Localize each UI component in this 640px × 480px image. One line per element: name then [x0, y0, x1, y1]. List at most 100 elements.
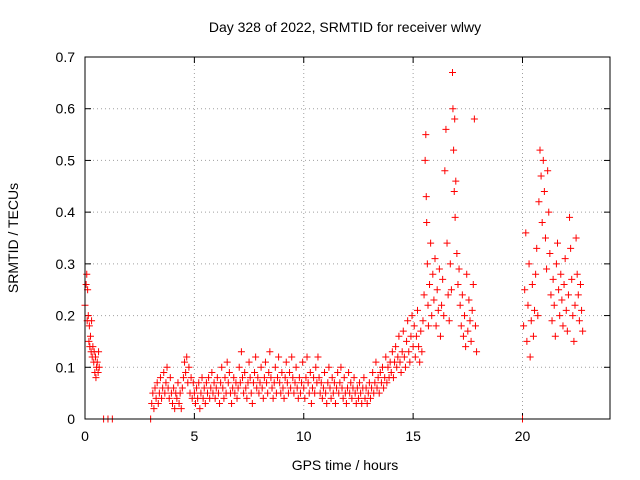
data-point — [560, 281, 568, 289]
data-point — [95, 348, 103, 356]
data-point — [166, 374, 174, 382]
data-point — [459, 332, 467, 340]
data-point — [469, 281, 477, 289]
data-point — [549, 275, 557, 283]
data-point — [412, 332, 420, 340]
data-point — [190, 389, 198, 397]
tick-layer: 0 0.1 0.2 0.3 0.4 0.5 0.6 0.7 0 5 10 15 20 — [56, 49, 610, 444]
data-point — [363, 399, 371, 407]
data-point — [372, 358, 380, 366]
data-point — [210, 379, 218, 387]
data-point — [579, 327, 587, 335]
data-point — [156, 374, 164, 382]
data-point — [264, 389, 272, 397]
data-point — [389, 374, 397, 382]
data-point — [569, 312, 577, 320]
data-point — [537, 172, 545, 180]
data-point — [224, 379, 232, 387]
data-point — [550, 301, 558, 309]
data-point — [562, 306, 570, 314]
data-point — [369, 368, 377, 376]
data-point — [263, 379, 271, 387]
data-point — [182, 368, 190, 376]
y-tick-label: 0 — [67, 411, 75, 427]
data-point — [212, 384, 220, 392]
data-point — [418, 348, 426, 356]
data-point — [571, 301, 579, 309]
x-tick-label: 5 — [190, 428, 198, 444]
data-point — [211, 394, 219, 402]
data-point — [202, 379, 210, 387]
data-point — [376, 368, 384, 376]
data-point — [286, 368, 294, 376]
data-point — [540, 187, 548, 195]
data-point — [401, 363, 409, 371]
data-point — [423, 260, 431, 268]
data-point — [93, 358, 101, 366]
data-point — [85, 337, 93, 345]
data-point — [235, 363, 243, 371]
data-point — [458, 291, 466, 299]
data-point — [254, 374, 262, 382]
data-point — [92, 374, 100, 382]
data-point — [525, 260, 533, 268]
data-point — [325, 363, 333, 371]
data-point — [356, 379, 364, 387]
data-point — [306, 368, 314, 376]
data-point — [275, 353, 283, 361]
data-point — [88, 317, 96, 325]
data-point — [384, 363, 392, 371]
data-point — [307, 399, 315, 407]
data-point — [452, 177, 460, 185]
data-point — [295, 374, 303, 382]
data-point — [236, 379, 244, 387]
data-point — [403, 337, 411, 345]
data-point — [233, 394, 241, 402]
data-point — [354, 394, 362, 402]
data-point — [199, 394, 207, 402]
data-point — [520, 322, 528, 330]
data-point — [318, 394, 326, 402]
data-point — [382, 353, 390, 361]
data-point — [440, 312, 448, 320]
data-point — [380, 384, 388, 392]
plot-frame — [84, 56, 611, 420]
data-point — [439, 275, 447, 283]
data-point — [242, 384, 250, 392]
data-point — [442, 125, 450, 133]
data-point — [277, 389, 285, 397]
data-point — [563, 327, 571, 335]
data-point — [406, 358, 414, 366]
data-point — [432, 322, 440, 330]
data-point — [551, 332, 559, 340]
data-point — [536, 146, 544, 154]
data-point — [283, 379, 291, 387]
data-point — [450, 187, 458, 195]
data-point — [558, 296, 566, 304]
data-point — [323, 399, 331, 407]
data-point — [200, 384, 208, 392]
x-tick-label: 10 — [296, 428, 312, 444]
data-point — [158, 394, 166, 402]
data-point — [527, 317, 535, 325]
data-point — [314, 353, 322, 361]
data-point — [181, 358, 189, 366]
data-point — [526, 353, 534, 361]
data-point — [538, 218, 546, 226]
data-point — [255, 389, 263, 397]
data-point — [217, 379, 225, 387]
data-point — [393, 363, 401, 371]
data-point — [423, 218, 431, 226]
data-point — [89, 343, 97, 351]
data-point — [214, 389, 222, 397]
data-point — [342, 399, 350, 407]
data-point — [544, 167, 552, 175]
data-point — [213, 374, 221, 382]
chart-title: Day 328 of 2022, SRMTID for receiver wlw… — [209, 19, 481, 35]
data-point — [154, 399, 162, 407]
data-point — [576, 281, 584, 289]
data-point — [92, 353, 99, 361]
data-point — [357, 389, 365, 397]
data-point — [373, 384, 381, 392]
